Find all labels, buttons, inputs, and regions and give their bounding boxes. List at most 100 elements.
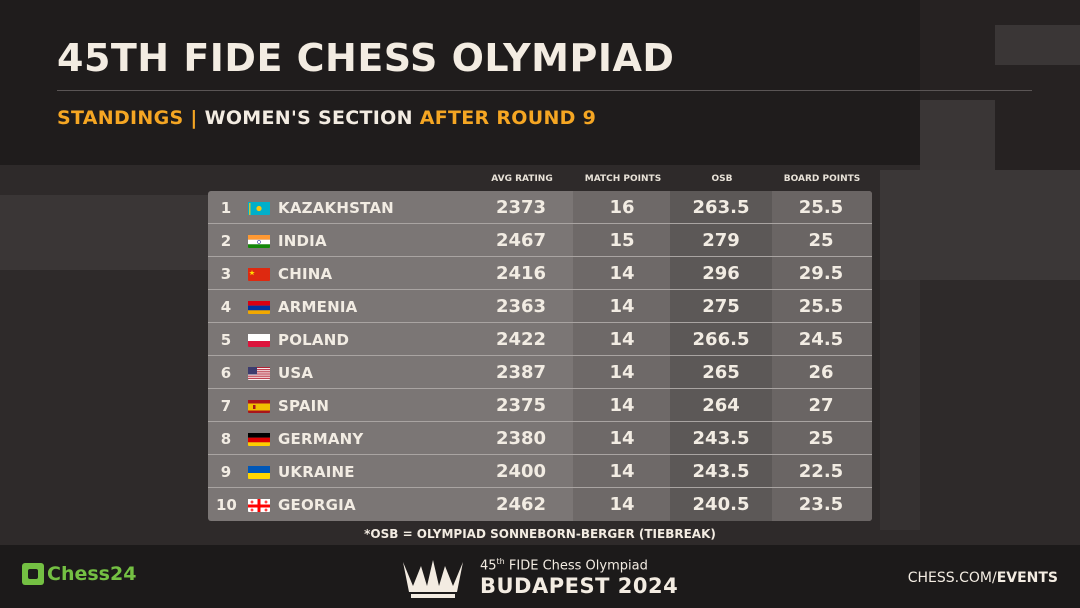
decor-block <box>880 170 1080 280</box>
india-flag-icon <box>248 234 270 248</box>
subtitle-round: AFTER ROUND 9 <box>419 107 597 129</box>
footer-background <box>0 545 1080 608</box>
match-points-cell: 14 <box>609 296 635 317</box>
avg-rating-cell: 2462 <box>495 494 547 515</box>
osb-cell: 263.5 <box>692 197 750 218</box>
rank-cell: 3 <box>220 265 232 283</box>
decor-block <box>0 195 210 270</box>
usa-flag-icon <box>248 366 270 380</box>
rank-cell: 7 <box>220 397 232 415</box>
rank-cell: 2 <box>220 232 232 250</box>
table-row: 3 CHINA 2416 14 296 29.5 <box>208 257 872 290</box>
site-url: CHESS.COM/EVENTS <box>908 570 1058 586</box>
germany-flag-icon <box>248 432 270 446</box>
standings-table: 1 KAZAKHSTAN 2373 16 263.5 25.5 2 INDIA 2467 15 27… <box>208 191 872 521</box>
header-background <box>0 0 1080 165</box>
match-points-cell: 14 <box>609 395 635 416</box>
country-cell: SPAIN <box>278 397 330 415</box>
board-points-cell: 24.5 <box>798 329 844 350</box>
country-cell: UKRAINE <box>278 463 355 481</box>
event-location: BUDAPEST 2024 <box>480 574 679 598</box>
board-points-cell: 26 <box>808 362 834 383</box>
avg-rating-cell: 2467 <box>495 230 547 251</box>
board-points-cell: 25 <box>808 428 834 449</box>
decor-block <box>995 25 1080 65</box>
osb-cell: 266.5 <box>692 329 750 350</box>
country-cell: GERMANY <box>278 430 364 448</box>
board-points-cell: 25.5 <box>798 197 844 218</box>
site-domain: CHESS.COM/ <box>907 570 997 586</box>
table-row: 6 USA 2387 14 265 26 <box>208 356 872 389</box>
column-header-match-points: MATCH POINTS <box>584 174 662 184</box>
divider <box>57 90 1032 91</box>
country-cell: CHINA <box>278 265 333 283</box>
poland-flag-icon <box>248 333 270 347</box>
osb-cell: 243.5 <box>692 428 750 449</box>
column-header-avg-rating: AVG RATING <box>491 174 553 184</box>
board-points-cell: 29.5 <box>798 263 844 284</box>
avg-rating-cell: 2387 <box>495 362 547 383</box>
avg-rating-cell: 2363 <box>495 296 547 317</box>
page-subtitle: STANDINGS | WOMEN'S SECTION AFTER ROUND … <box>57 107 596 129</box>
match-points-cell: 14 <box>609 494 635 515</box>
board-points-cell: 25.5 <box>798 296 844 317</box>
country-cell: USA <box>278 364 314 382</box>
country-cell: GEORGIA <box>278 496 356 514</box>
board-points-column-shade <box>772 191 872 521</box>
table-row: 4 ARMENIA 2363 14 275 25.5 <box>208 290 872 323</box>
spain-flag-icon <box>248 399 270 413</box>
match-points-cell: 14 <box>609 362 635 383</box>
match-points-cell: 14 <box>609 329 635 350</box>
country-cell: INDIA <box>278 232 327 250</box>
board-points-cell: 22.5 <box>798 461 844 482</box>
osb-cell: 240.5 <box>692 494 750 515</box>
osb-column-shade <box>670 191 772 521</box>
column-header-board-points: BOARD POINTS <box>783 174 861 184</box>
osb-cell: 265 <box>702 362 740 383</box>
country-cell: ARMENIA <box>278 298 358 316</box>
avg-rating-cell: 2380 <box>495 428 547 449</box>
ukraine-flag-icon <box>248 465 270 479</box>
osb-cell: 279 <box>702 230 740 251</box>
rank-cell: 5 <box>220 331 232 349</box>
board-points-cell: 23.5 <box>798 494 844 515</box>
table-row: 5 POLAND 2422 14 266.5 24.5 <box>208 323 872 356</box>
rank-cell: 8 <box>220 430 232 448</box>
page-title: 45TH FIDE CHESS OLYMPIAD <box>57 36 675 80</box>
match-points-cell: 14 <box>609 461 635 482</box>
china-flag-icon <box>248 267 270 281</box>
avg-rating-cell: 2400 <box>495 461 547 482</box>
rank-cell: 6 <box>220 364 232 382</box>
match-points-cell: 14 <box>609 263 635 284</box>
event-name: 45th FIDE Chess Olympiad <box>480 557 648 573</box>
match-points-cell: 15 <box>609 230 635 251</box>
kazakhstan-flag-icon <box>248 201 270 215</box>
match-points-cell: 14 <box>609 428 635 449</box>
osb-cell: 243.5 <box>692 461 750 482</box>
site-path: EVENTS <box>996 570 1058 586</box>
osb-cell: 275 <box>702 296 740 317</box>
subtitle-standings: STANDINGS | <box>57 107 198 129</box>
country-cell: POLAND <box>278 331 350 349</box>
chess24-logo: Chess24 <box>22 563 136 585</box>
table-row: 10 GEORGIA 2462 14 240.5 23.5 <box>208 488 872 521</box>
avg-rating-cell: 2373 <box>495 197 547 218</box>
olympiad-crown-logo <box>403 560 463 598</box>
footnote: *OSB = OLYMPIAD SONNEBORN-BERGER (TIEBRE… <box>364 527 716 541</box>
armenia-flag-icon <box>248 300 270 314</box>
decor-block <box>920 100 995 170</box>
event-title: FIDE Chess Olympiad <box>504 558 648 574</box>
rank-cell: 9 <box>220 463 232 481</box>
table-row: 7 SPAIN 2375 14 264 27 <box>208 389 872 422</box>
avg-rating-cell: 2375 <box>495 395 547 416</box>
match-points-column-shade <box>573 191 670 521</box>
rank-cell: 1 <box>220 199 232 217</box>
country-cell: KAZAKHSTAN <box>278 199 394 217</box>
table-row: 9 UKRAINE 2400 14 243.5 22.5 <box>208 455 872 488</box>
match-points-cell: 16 <box>609 197 635 218</box>
rank-cell: 4 <box>220 298 232 316</box>
column-header-osb: OSB <box>711 174 733 184</box>
board-points-cell: 25 <box>808 230 834 251</box>
table-row: 1 KAZAKHSTAN 2373 16 263.5 25.5 <box>208 191 872 224</box>
georgia-flag-icon <box>248 498 270 512</box>
